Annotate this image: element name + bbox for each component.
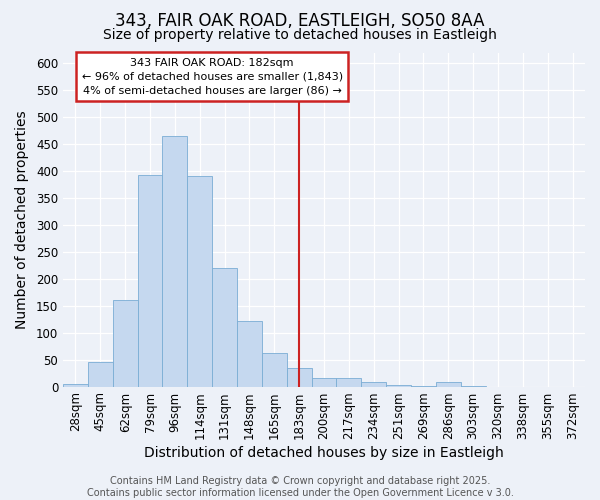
Text: 343 FAIR OAK ROAD: 182sqm
← 96% of detached houses are smaller (1,843)
4% of sem: 343 FAIR OAK ROAD: 182sqm ← 96% of detac… (82, 58, 343, 96)
Bar (287, 368, 311, 386)
Bar (237, 321, 262, 386)
Y-axis label: Number of detached properties: Number of detached properties (15, 110, 29, 329)
Bar (361, 382, 386, 386)
Bar (137, 175, 163, 386)
Bar (187, 176, 212, 386)
Text: Size of property relative to detached houses in Eastleigh: Size of property relative to detached ho… (103, 28, 497, 42)
Bar (311, 378, 337, 386)
Bar (337, 378, 361, 386)
Text: Contains HM Land Registry data © Crown copyright and database right 2025.
Contai: Contains HM Land Registry data © Crown c… (86, 476, 514, 498)
Bar (113, 300, 137, 386)
Bar (163, 136, 187, 386)
Bar (436, 382, 461, 386)
Bar (212, 268, 237, 386)
Bar (88, 362, 113, 386)
Text: 343, FAIR OAK ROAD, EASTLEIGH, SO50 8AA: 343, FAIR OAK ROAD, EASTLEIGH, SO50 8AA (115, 12, 485, 30)
Bar (63, 384, 88, 386)
X-axis label: Distribution of detached houses by size in Eastleigh: Distribution of detached houses by size … (144, 446, 504, 460)
Bar (262, 352, 287, 386)
